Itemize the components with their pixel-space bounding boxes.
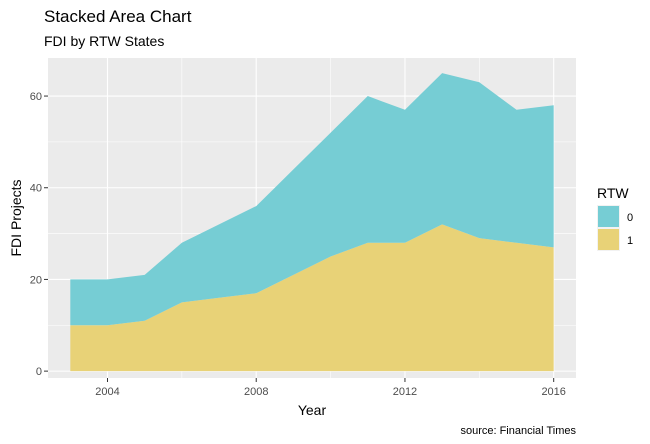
chart-subtitle: FDI by RTW States (44, 33, 164, 49)
y-tick-label: 60 (30, 91, 42, 103)
x-tick-label: 2016 (541, 386, 565, 398)
legend-key-1 (598, 229, 619, 250)
legend-label-0: 0 (627, 212, 633, 224)
area-series-1 (70, 224, 554, 372)
x-tick-label: 2004 (95, 386, 119, 398)
legend: RTW 0 1 (597, 185, 633, 251)
y-tick-label: 20 (30, 274, 42, 286)
chart-title: Stacked Area Chart (44, 7, 192, 26)
y-tick-label: 0 (36, 366, 42, 378)
legend-label-1: 1 (627, 235, 633, 247)
x-tick-label: 2012 (393, 386, 417, 398)
y-axis-title: FDI Projects (8, 179, 24, 256)
x-axis-title: Year (298, 402, 327, 418)
x-tick-label: 2008 (244, 386, 268, 398)
area-layers (70, 73, 554, 372)
y-tick-label: 40 (30, 183, 42, 195)
chart-caption: source: Financial Times (460, 425, 576, 437)
legend-key-0 (598, 206, 619, 227)
legend-title: RTW (597, 185, 629, 201)
x-axis: 2004 2008 2012 2016 (95, 378, 566, 398)
area-series-0 (70, 73, 554, 326)
y-axis: 0 20 40 60 (30, 91, 48, 378)
